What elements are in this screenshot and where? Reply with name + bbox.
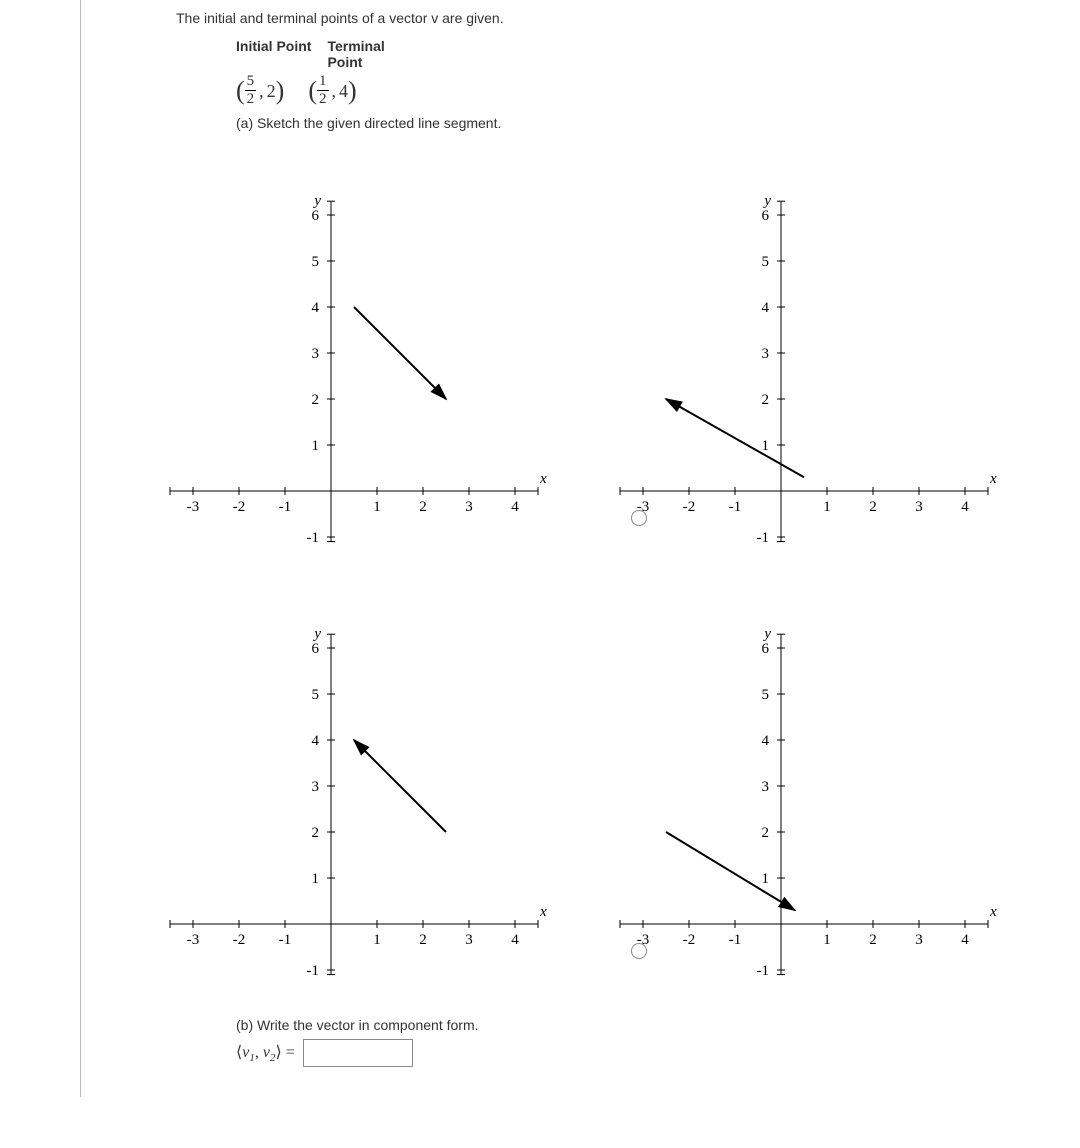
svg-text:-1: -1: [757, 963, 770, 979]
svg-text:3: 3: [465, 499, 473, 515]
svg-text:-2: -2: [683, 499, 696, 515]
terminal-point-header-2: Point: [327, 54, 362, 70]
svg-text:-1: -1: [729, 932, 742, 948]
choice-grid: -3-2-11234-1123456yx -3-2-11234-1123456y…: [236, 161, 1080, 987]
svg-text:2: 2: [869, 932, 877, 948]
chart-d: -3 -2 -1 1 2 3 4 -1 1 2 3 4 5 6y x: [606, 594, 1006, 984]
svg-text:-1: -1: [307, 963, 320, 979]
svg-text:-1: -1: [279, 932, 292, 948]
svg-text:5: 5: [762, 254, 770, 270]
svg-text:2: 2: [762, 392, 770, 408]
terminal-point-header-1: Terminal: [327, 38, 384, 54]
answer-row: ⟨v1, v2⟩ =: [236, 1039, 1080, 1067]
svg-text:5: 5: [312, 254, 320, 270]
part-b-text: (b) Write the vector in component form.: [236, 1017, 1080, 1033]
svg-text:1: 1: [762, 438, 770, 454]
svg-text:4: 4: [762, 733, 770, 749]
svg-text:1: 1: [762, 871, 770, 887]
svg-text:-2: -2: [233, 499, 246, 515]
svg-text:-2: -2: [683, 932, 696, 948]
svg-text:x: x: [989, 904, 997, 920]
svg-text:5: 5: [762, 687, 770, 703]
svg-text:3: 3: [915, 932, 923, 948]
initial-point-value: ( 52, 2 ): [236, 74, 284, 107]
svg-text:4: 4: [762, 300, 770, 316]
svg-text:3: 3: [465, 932, 473, 948]
svg-text:1: 1: [312, 438, 320, 454]
svg-text:6: 6: [312, 208, 320, 224]
svg-text:-3: -3: [187, 932, 200, 948]
svg-text:1: 1: [373, 932, 381, 948]
svg-text:1: 1: [823, 932, 831, 948]
svg-text:4: 4: [961, 932, 969, 948]
svg-text:4: 4: [312, 300, 320, 316]
svg-text:2: 2: [762, 825, 770, 841]
svg-text:-1: -1: [279, 499, 292, 515]
svg-text:x: x: [539, 471, 547, 487]
svg-text:2: 2: [312, 392, 320, 408]
svg-text:3: 3: [762, 779, 770, 795]
svg-text:5: 5: [312, 687, 320, 703]
intro-text: The initial and terminal points of a vec…: [176, 10, 1080, 26]
component-form-label: ⟨v1, v2⟩ =: [236, 1042, 295, 1064]
part-a-text: (a) Sketch the given directed line segme…: [236, 115, 1080, 131]
chart-a: -3 -2 -1 1 2 3 4 -1 1 2 3 4 5 6y x: [156, 161, 556, 551]
svg-text:-3: -3: [637, 499, 650, 515]
svg-text:3: 3: [312, 779, 320, 795]
svg-text:1: 1: [823, 499, 831, 515]
svg-text:-3: -3: [637, 932, 650, 948]
svg-text:6: 6: [312, 641, 320, 657]
svg-text:2: 2: [419, 499, 427, 515]
svg-text:4: 4: [511, 499, 519, 515]
component-form-input[interactable]: [303, 1039, 413, 1067]
svg-text:1: 1: [373, 499, 381, 515]
svg-text:-1: -1: [307, 530, 320, 546]
svg-text:3: 3: [915, 499, 923, 515]
points-table: Initial Point Terminal Point: [236, 38, 1080, 70]
svg-text:x: x: [989, 471, 997, 487]
choice-b: -3-2-11234-1123456yx: [686, 161, 1080, 554]
svg-text:-1: -1: [729, 499, 742, 515]
svg-text:2: 2: [419, 932, 427, 948]
svg-text:4: 4: [961, 499, 969, 515]
svg-text:y: y: [312, 193, 321, 209]
svg-text:2: 2: [869, 499, 877, 515]
svg-text:x: x: [539, 904, 547, 920]
points-values: ( 52, 2 ) ( 12, 4 ): [236, 74, 1080, 107]
choice-d: -3-2-11234-1123456yx: [686, 594, 1080, 987]
svg-text:6: 6: [762, 208, 770, 224]
svg-text:-2: -2: [233, 932, 246, 948]
svg-text:-1: -1: [757, 530, 770, 546]
svg-text:-3: -3: [187, 499, 200, 515]
svg-text:2: 2: [312, 825, 320, 841]
chart-b: -3 -2 -1 1 2 3 4 -1 1 2 3 4 5 6y x: [606, 161, 1006, 551]
chart-c: -3 -2 -1 1 2 3 4 -1 1 2 3 4 5 6y x: [156, 594, 556, 984]
terminal-point-value: ( 12, 4 ): [308, 74, 356, 107]
svg-text:4: 4: [511, 932, 519, 948]
svg-text:y: y: [762, 193, 771, 209]
svg-text:y: y: [762, 626, 771, 642]
svg-text:1: 1: [312, 871, 320, 887]
svg-text:4: 4: [312, 733, 320, 749]
svg-text:6: 6: [762, 641, 770, 657]
svg-text:3: 3: [312, 346, 320, 362]
svg-text:y: y: [312, 626, 321, 642]
svg-text:3: 3: [762, 346, 770, 362]
initial-point-header: Initial Point: [236, 38, 311, 54]
